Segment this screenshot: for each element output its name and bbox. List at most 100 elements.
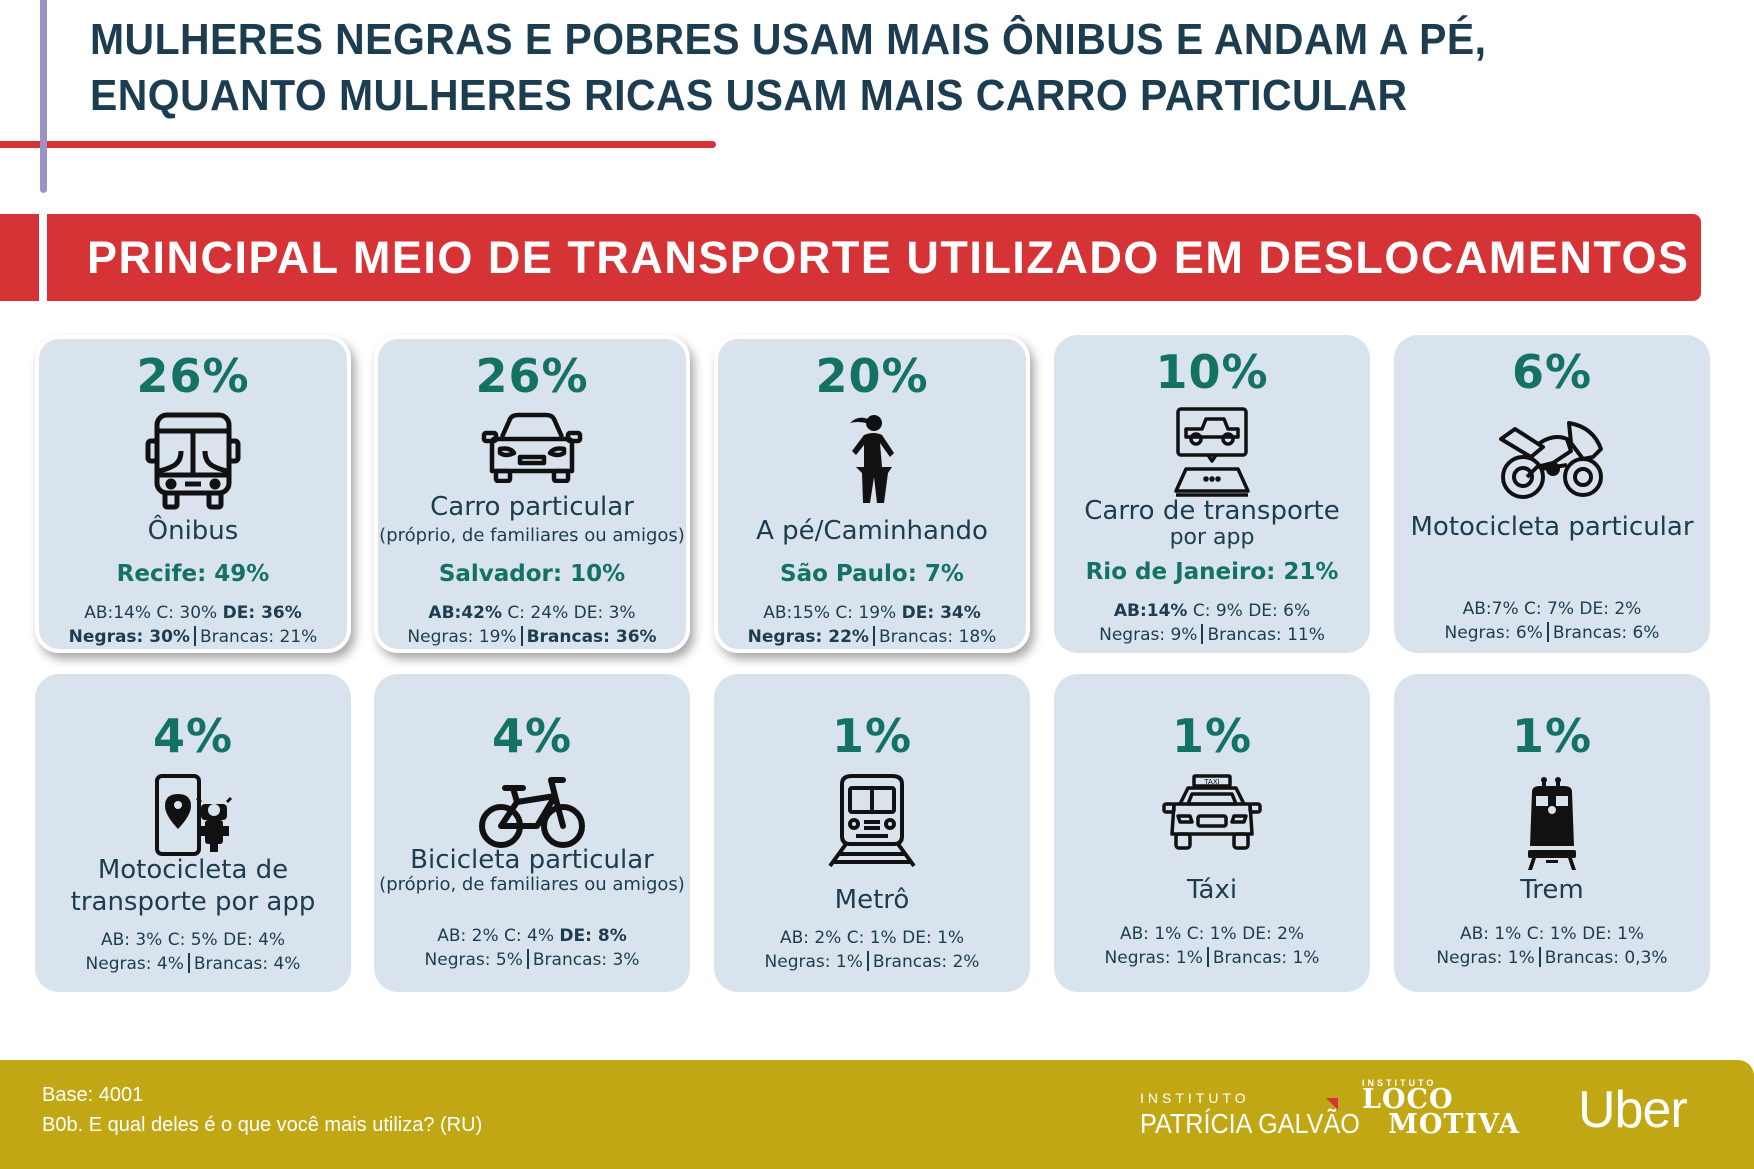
card-label: Ônibus: [147, 516, 239, 546]
card-label: A pé/Caminhando: [756, 516, 988, 546]
stat-segment: DE: 36%: [222, 603, 302, 623]
card-stats: AB: 1% C: 1% DE: 1% Negras: 1% Brancas: 0,…: [1394, 922, 1710, 970]
logo-pg-small: INSTITUTO: [1140, 1090, 1250, 1106]
separator: [1546, 622, 1549, 642]
decorative-vertical-line: [40, 0, 47, 193]
logo-uber: Uber: [1578, 1081, 1688, 1139]
decorative-horizontal-line: [0, 141, 716, 148]
stats-race-breakdown: Negras: 4% Brancas: 4%: [35, 952, 351, 976]
stats-class-breakdown: AB: 2% C: 4% DE: 8%: [374, 924, 690, 948]
ride-app-car-icon: [1172, 407, 1252, 501]
moto-app-icon: [153, 774, 233, 862]
stat-segment: AB:7% C: 7% DE: 2%: [1462, 599, 1642, 619]
stats-class-breakdown: AB:15% C: 19% DE: 34%: [718, 601, 1026, 625]
car-icon: [480, 411, 584, 487]
stats-race-breakdown: Negras: 1% Brancas: 1%: [1054, 946, 1370, 970]
card-top-city: Rio de Janeiro: 21%: [1085, 559, 1339, 585]
stat-segment: Negras: 4%: [85, 954, 184, 974]
stat-segment: Negras: 30%: [68, 627, 190, 647]
motorcycle-icon: [1497, 417, 1607, 507]
logo-pg-big: PATRÍCIA GALVÃO: [1140, 1108, 1360, 1139]
svg-text:TAXI: TAXI: [1203, 778, 1219, 786]
stat-segment: Brancas: 3%: [532, 950, 640, 970]
footer-question: B0b. E qual deles é o que você mais util…: [42, 1114, 483, 1136]
stat-segment: Negras: 19%: [407, 627, 517, 647]
card-label: Motocicleta de transporte por app: [35, 854, 351, 918]
stat-segment: Negras: 22%: [747, 627, 869, 647]
separator: [1206, 947, 1209, 967]
transport-card: 26% Ônibus Recife: 49% AB:14% C: 30% DE: 36…: [35, 335, 351, 653]
separator: [193, 626, 196, 646]
card-label: Carro de transporte: [1084, 496, 1340, 526]
transport-card: 1% Trem AB: 1% C: 1% DE: 1% Negras: 1% Branc…: [1394, 674, 1710, 992]
stat-segment: AB:42%: [428, 603, 503, 623]
logo-lm-small: INSTITUTO: [1362, 1078, 1437, 1088]
transport-card: 10% Carro de transporte por app Rio de Jane…: [1054, 335, 1370, 653]
stat-segment: Brancas: 2%: [872, 952, 980, 972]
transport-card: 1% TAXI Táxi AB: 1% C: 1% DE: 2% Negras: 1% B…: [1054, 674, 1370, 992]
train-icon: [1522, 774, 1582, 874]
card-top-city: Recife: 49%: [116, 561, 270, 587]
card-percentage: 1%: [831, 709, 913, 763]
section-title: PRINCIPAL MEIO DE TRANSPORTE UTILIZADO E…: [87, 231, 1690, 283]
separator: [872, 626, 875, 646]
card-stats: AB:7% C: 7% DE: 2% Negras: 6% Brancas: 6%: [1394, 597, 1710, 645]
bicycle-icon: [477, 774, 587, 854]
card-stats: AB:14% C: 9% DE: 6% Negras: 9% Brancas: 11…: [1054, 599, 1370, 647]
stat-segment: Brancas: 21%: [199, 627, 318, 647]
stat-segment: AB: 1% C: 1% DE: 1%: [1459, 924, 1645, 944]
card-label: Carro particular: [430, 492, 634, 522]
card-label: Trem: [1520, 875, 1584, 905]
stat-segment: Negras: 6%: [1444, 623, 1543, 643]
page-title: MULHERES NEGRAS E POBRES USAM MAIS ÔNIBU…: [90, 12, 1690, 124]
stat-segment: AB: 3% C: 5% DE: 4%: [100, 930, 286, 950]
stats-race-breakdown: Negras: 1% Brancas: 0,3%: [1394, 946, 1710, 970]
stats-class-breakdown: AB:14% C: 30% DE: 36%: [39, 601, 347, 625]
card-percentage: 1%: [1171, 709, 1253, 763]
logo-lm-line1: LOCO: [1362, 1084, 1454, 1115]
transport-card: 1% Metrô AB: 2% C: 1% DE: 1% Negras: 1% Bran…: [714, 674, 1030, 992]
stats-class-breakdown: AB: 2% C: 1% DE: 1%: [714, 926, 1030, 950]
stats-race-breakdown: Negras: 5% Brancas: 3%: [374, 948, 690, 972]
card-stats: AB:14% C: 30% DE: 36% Negras: 30% Brancas:…: [39, 601, 347, 649]
transport-card: 20% A pé/Caminhando São Paulo: 7% AB:15% C:…: [714, 335, 1030, 653]
stat-segment: DE: 34%: [901, 603, 981, 623]
card-label: Bicicleta particular: [410, 845, 654, 875]
card-label: Motocicleta particular: [1410, 512, 1694, 542]
stat-segment: Brancas: 6%: [1552, 623, 1660, 643]
stats-class-breakdown: AB:7% C: 7% DE: 2%: [1394, 597, 1710, 621]
stat-segment: C: 24% DE: 3%: [502, 603, 636, 623]
walking-woman-icon: [842, 411, 902, 511]
footer: Base: 4001 B0b. E qual deles é o que voc…: [0, 1060, 1754, 1169]
logo-instituto-locomotiva: INSTITUTO LOCO MOTIVA: [1362, 1078, 1520, 1138]
stat-segment: Brancas: 18%: [878, 627, 997, 647]
metro-icon: [826, 774, 918, 872]
card-stats: AB:42% C: 24% DE: 3% Negras: 19% Brancas: …: [378, 601, 686, 649]
bus-icon: [145, 411, 241, 515]
card-stats: AB: 3% C: 5% DE: 4% Negras: 4% Brancas: 4%: [35, 928, 351, 976]
stats-race-breakdown: Negras: 30% Brancas: 21%: [39, 625, 347, 649]
stat-segment: Negras: 1%: [1104, 948, 1203, 968]
stat-segment: Brancas: 1%: [1212, 948, 1320, 968]
card-sublabel: (próprio, de familiares ou amigos): [379, 874, 685, 895]
stats-class-breakdown: AB:42% C: 24% DE: 3%: [378, 601, 686, 625]
logo-lm-line2: MOTIVA: [1388, 1109, 1520, 1140]
separator: [520, 626, 523, 646]
logo-instituto-patricia-galvao: INSTITUTO PATRÍCIA GALVÃO: [1140, 1090, 1384, 1140]
card-stats: AB: 1% C: 1% DE: 2% Negras: 1% Brancas: 1%: [1054, 922, 1370, 970]
stat-segment: AB: 2% C: 1% DE: 1%: [779, 928, 965, 948]
section-bar-accent: [0, 214, 39, 301]
card-top-city: São Paulo: 7%: [780, 561, 964, 587]
card-percentage: 10%: [1155, 345, 1269, 399]
card-percentage: 26%: [475, 349, 589, 403]
card-percentage: 1%: [1511, 709, 1593, 763]
stat-segment: Negras: 9%: [1099, 625, 1198, 645]
card-label-line2: transporte por app: [70, 887, 316, 917]
stats-race-breakdown: Negras: 6% Brancas: 6%: [1394, 621, 1710, 645]
stat-segment: Negras: 1%: [764, 952, 863, 972]
card-percentage: 20%: [815, 349, 929, 403]
stat-segment: AB:15% C: 19%: [763, 603, 902, 623]
card-stats: AB:15% C: 19% DE: 34% Negras: 22% Brancas:…: [718, 601, 1026, 649]
card-sublabel: por app: [1169, 525, 1255, 550]
stats-race-breakdown: Negras: 19% Brancas: 36%: [378, 625, 686, 649]
